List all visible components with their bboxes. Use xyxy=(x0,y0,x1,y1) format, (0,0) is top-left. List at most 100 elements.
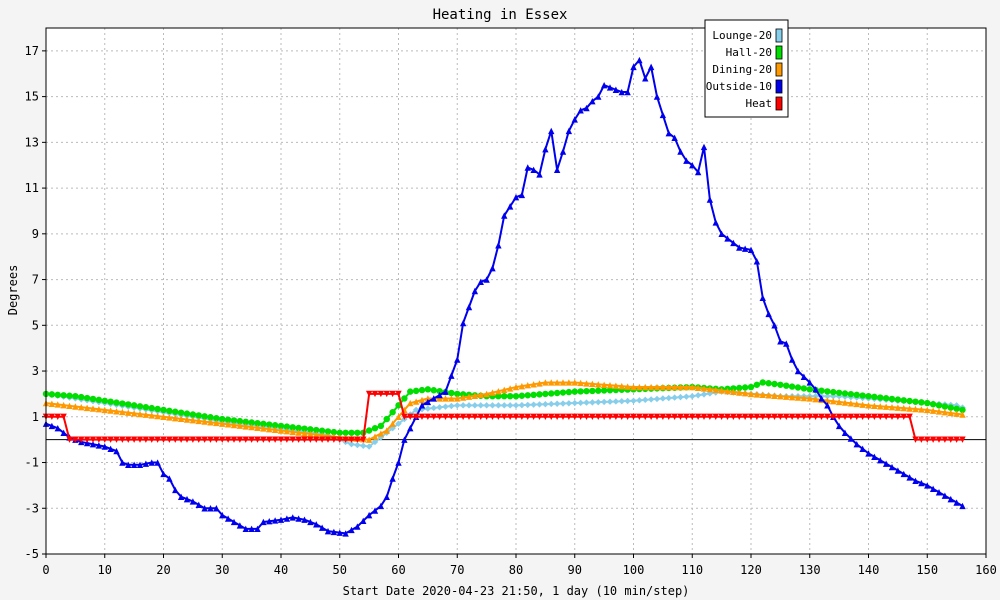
data-point xyxy=(207,414,214,421)
data-point xyxy=(236,522,244,529)
y-tick-label: 3 xyxy=(32,364,39,378)
data-point xyxy=(119,459,126,466)
data-point xyxy=(689,383,696,391)
data-point xyxy=(671,383,678,391)
data-point xyxy=(172,408,179,415)
data-point xyxy=(847,390,855,398)
data-point xyxy=(101,406,108,414)
data-point xyxy=(336,436,343,443)
data-point xyxy=(806,386,813,393)
data-point xyxy=(172,436,179,443)
data-point xyxy=(841,399,849,406)
data-point xyxy=(912,398,919,405)
x-tick-label: 0 xyxy=(42,563,49,577)
data-point xyxy=(201,413,208,420)
data-point xyxy=(612,382,620,389)
data-point xyxy=(524,382,531,389)
data-point xyxy=(48,422,56,430)
x-tick-label: 150 xyxy=(916,563,938,577)
data-point xyxy=(536,171,543,178)
data-point xyxy=(918,479,925,487)
data-point xyxy=(107,436,114,443)
data-point xyxy=(900,470,907,478)
data-point xyxy=(301,436,308,443)
y-tick-label: 15 xyxy=(25,90,39,104)
x-tick-label: 70 xyxy=(450,563,464,577)
data-point xyxy=(888,395,896,403)
data-point xyxy=(924,406,931,414)
data-point xyxy=(266,436,273,443)
data-point xyxy=(365,427,373,434)
data-point xyxy=(530,381,537,388)
data-point xyxy=(324,436,332,443)
data-point xyxy=(271,517,279,524)
data-point xyxy=(160,413,167,420)
data-point xyxy=(571,399,578,407)
data-point xyxy=(788,393,796,401)
data-point xyxy=(606,382,614,389)
data-point xyxy=(95,436,103,443)
data-point xyxy=(160,470,167,478)
data-point xyxy=(918,399,925,406)
data-point xyxy=(671,413,678,420)
y-tick-label: -3 xyxy=(25,501,39,515)
data-point xyxy=(783,382,790,389)
x-tick-label: 40 xyxy=(274,563,288,577)
data-point xyxy=(148,436,155,443)
data-point xyxy=(459,413,467,420)
data-point xyxy=(465,413,473,420)
data-point xyxy=(260,436,267,443)
data-point xyxy=(618,413,625,420)
data-point xyxy=(518,413,526,420)
data-point xyxy=(201,436,208,443)
data-point xyxy=(659,395,667,402)
data-point xyxy=(935,436,943,443)
data-point xyxy=(295,436,302,443)
data-point xyxy=(219,415,226,423)
data-point xyxy=(548,400,555,408)
data-point xyxy=(401,395,408,402)
data-point xyxy=(60,413,67,420)
data-point xyxy=(577,413,584,420)
legend-label-lounge-20: Lounge-20 xyxy=(712,29,772,42)
data-point xyxy=(694,413,702,420)
data-point xyxy=(89,436,97,443)
data-point xyxy=(800,385,808,392)
data-point xyxy=(125,461,132,469)
data-point xyxy=(119,408,126,416)
data-point xyxy=(83,436,91,443)
data-point xyxy=(354,436,361,443)
data-point xyxy=(777,393,784,400)
data-point xyxy=(313,426,320,434)
legend-label-heat: Heat xyxy=(746,97,773,110)
data-point xyxy=(542,146,549,153)
legend: Lounge-20 Hall-20 Dining-20 Outside-10 Heat xyxy=(704,19,789,118)
data-point xyxy=(271,436,279,443)
data-point xyxy=(177,493,185,501)
data-point xyxy=(48,400,56,407)
data-point xyxy=(377,430,385,437)
data-point xyxy=(348,526,355,534)
data-point xyxy=(953,499,960,506)
data-point xyxy=(125,436,132,443)
legend-label-hall-20: Hall-20 xyxy=(726,46,772,59)
data-point xyxy=(959,502,966,510)
data-point xyxy=(448,372,455,379)
data-point xyxy=(812,395,819,403)
data-point xyxy=(912,477,919,485)
data-point xyxy=(583,413,590,420)
x-tick-label: 160 xyxy=(975,563,997,577)
data-point xyxy=(518,392,526,399)
data-point xyxy=(54,391,61,399)
data-point xyxy=(624,88,631,96)
data-point xyxy=(60,401,67,409)
data-point xyxy=(694,392,702,399)
data-point xyxy=(512,393,520,400)
data-point xyxy=(677,393,684,401)
data-point xyxy=(595,387,602,394)
data-point xyxy=(553,379,561,386)
data-point xyxy=(736,384,743,392)
data-point xyxy=(959,406,966,414)
x-tick-label: 10 xyxy=(98,563,112,577)
data-point xyxy=(906,405,913,412)
